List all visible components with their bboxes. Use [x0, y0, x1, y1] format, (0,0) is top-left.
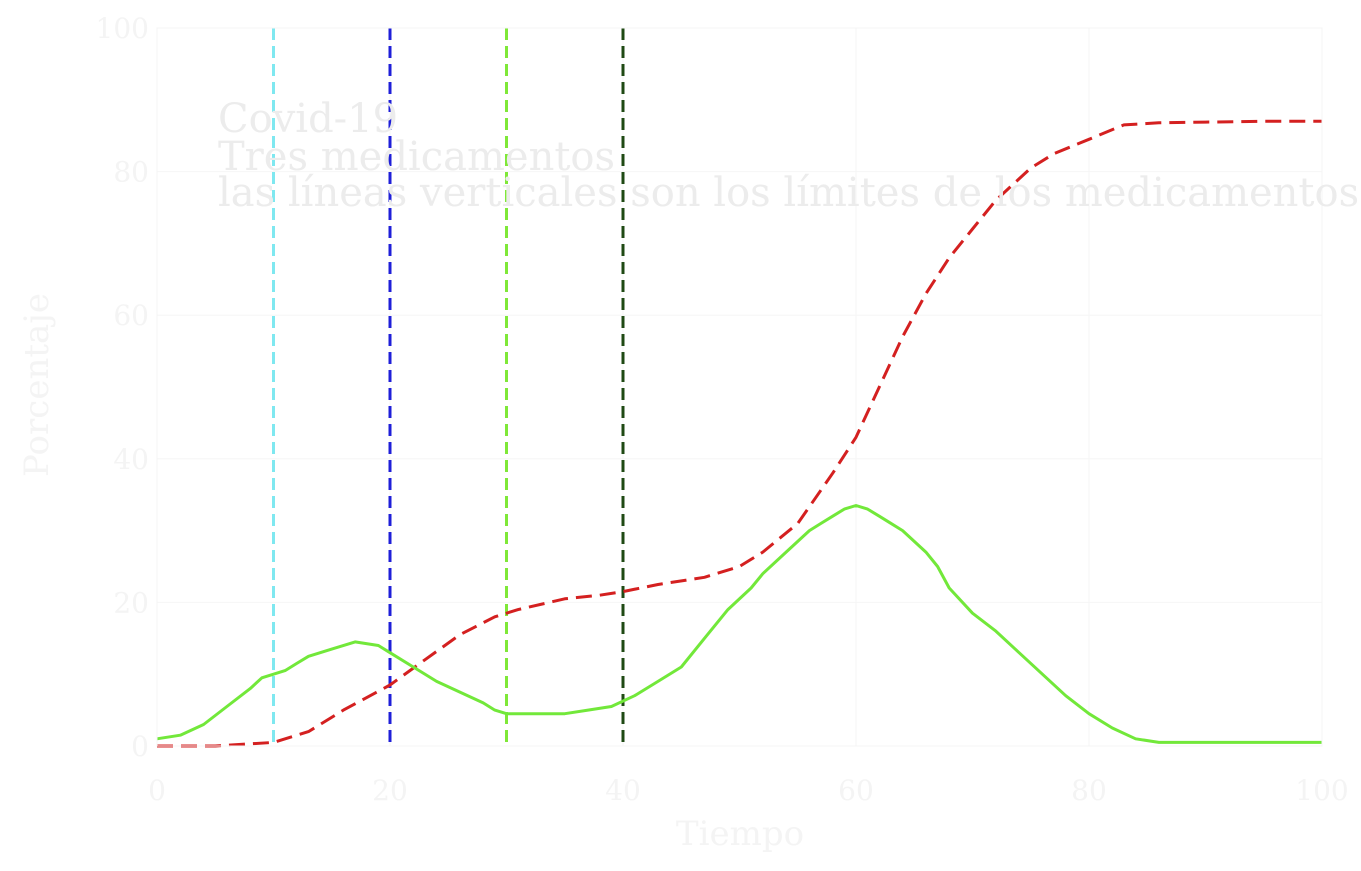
plot-frame: [156, 27, 1323, 747]
series-line-red-dashed: [157, 119, 1322, 748]
y-tick-label: 80: [113, 156, 149, 189]
vertical-lines: [272, 28, 625, 746]
chart-title-line-1: Covid-19: [218, 96, 398, 142]
x-tick-label: 0: [148, 774, 166, 807]
y-tick-label: 60: [113, 299, 149, 332]
x-tick-labels: 0 20 40 60 80 100: [148, 774, 1349, 807]
y-tick-label: 100: [96, 12, 149, 45]
chart-title-line-2: Tres medicamentos: [218, 134, 615, 180]
x-axis-label: Tiempo: [676, 814, 804, 854]
y-tick-label: 40: [113, 443, 149, 476]
y-tick-labels: 0 20 40 60 80 100: [96, 12, 149, 763]
y-tick-label: 0: [131, 730, 149, 763]
y-tick-label: 20: [113, 586, 149, 619]
chart-title-line-3: las líneas verticales son los límites de…: [218, 170, 1359, 216]
x-tick-label: 80: [1071, 774, 1107, 807]
x-tick-label: 60: [838, 774, 874, 807]
series-line-green-solid: [156, 504, 1322, 744]
x-tick-label: 100: [1295, 774, 1348, 807]
x-tick-label: 40: [605, 774, 641, 807]
x-tick-label: 20: [372, 774, 408, 807]
y-axis-label: Porcentaje: [17, 293, 57, 477]
series-group: [156, 119, 1322, 748]
